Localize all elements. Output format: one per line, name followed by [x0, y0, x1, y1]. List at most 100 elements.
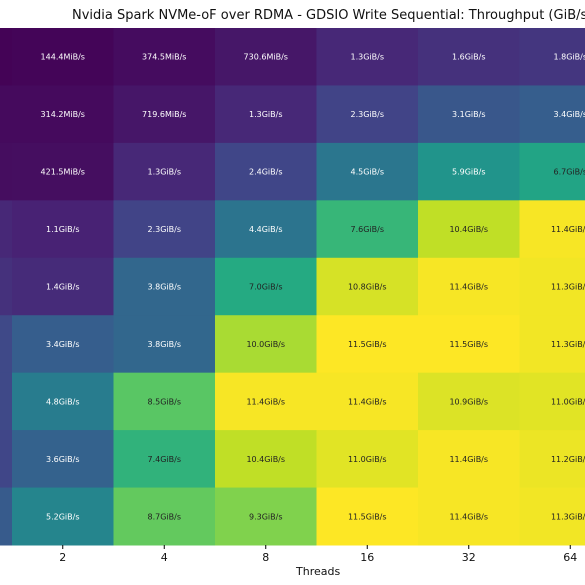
heatmap-cell [519, 28, 585, 86]
cell-value-label: 1.8GiB/s [554, 53, 585, 62]
cell-value-label: 1.4GiB/s [46, 283, 80, 292]
heatmap-cell [12, 28, 114, 86]
heatmap-cell [113, 200, 216, 259]
heatmap-cell-partial [0, 257, 13, 316]
cell-value-label: 11.4GiB/s [348, 397, 387, 406]
cell-value-label: 421.5MiB/s [41, 168, 85, 177]
cell-value-label: 11.0GiB/s [551, 397, 585, 406]
cell-value-label: 3.4GiB/s [554, 110, 585, 119]
cell-value-label: 11.5GiB/s [449, 340, 488, 349]
heatmap-cell-partial [0, 200, 13, 259]
cell-value-label: 11.5GiB/s [348, 512, 387, 521]
heatmap-cell [215, 85, 317, 144]
x-axis-label: Threads [296, 565, 341, 578]
heatmap-cell-partial [0, 487, 13, 546]
cell-value-label: 1.6GiB/s [452, 53, 486, 62]
heatmap-cell [215, 372, 317, 431]
heatmap-cell [418, 315, 520, 374]
heatmap-cell [316, 315, 419, 374]
cell-value-label: 3.8GiB/s [148, 283, 182, 292]
cell-value-label: 2.3GiB/s [351, 110, 385, 119]
heatmap-cell [113, 85, 216, 144]
heatmap-cell [12, 430, 114, 489]
heatmap-cell [113, 487, 216, 546]
heatmap-cell [519, 430, 585, 489]
cell-value-label: 10.4GiB/s [449, 225, 488, 234]
cell-value-label: 2.3GiB/s [148, 225, 182, 234]
cell-value-label: 10.8GiB/s [348, 283, 387, 292]
heatmap-cell [12, 257, 114, 316]
heatmap-cell [113, 315, 216, 374]
heatmap-cell [316, 142, 419, 201]
heatmap-cell [418, 257, 520, 316]
heatmap-cell [519, 315, 585, 374]
heatmap-cell [12, 142, 114, 201]
cell-value-label: 4.5GiB/s [351, 168, 385, 177]
heatmap-cell [519, 372, 585, 431]
heatmap-cell [215, 430, 317, 489]
heatmap-cell [12, 372, 114, 431]
heatmap-cell [113, 142, 216, 201]
cell-value-label: 3.4GiB/s [46, 340, 80, 349]
cell-value-label: 314.2MiB/s [41, 110, 85, 119]
cell-value-label: 8.5GiB/s [148, 397, 182, 406]
cell-value-label: 4.8GiB/s [46, 397, 80, 406]
heatmap-cell [316, 257, 419, 316]
heatmap-cell [215, 487, 317, 546]
cell-value-label: 719.6MiB/s [142, 110, 186, 119]
heatmap-cell [519, 85, 585, 144]
cell-value-label: 11.4GiB/s [449, 455, 488, 464]
heatmap-cell [215, 257, 317, 316]
heatmap-cell [12, 200, 114, 259]
cell-value-label: 1.3GiB/s [351, 53, 385, 62]
heatmap-cell [215, 142, 317, 201]
x-tick-label: 16 [360, 551, 374, 564]
heatmap-cell [316, 430, 419, 489]
chart-title: Nvidia Spark NVMe-oF over RDMA - GDSIO W… [72, 8, 585, 23]
heatmap-cell [316, 200, 419, 259]
heatmap-cell [316, 28, 419, 86]
cell-value-label: 9.3GiB/s [249, 512, 283, 521]
heatmap-cell-partial [0, 372, 13, 431]
cell-value-label: 11.0GiB/s [348, 455, 387, 464]
heatmap-cell [12, 85, 114, 144]
x-tick-label: 64 [563, 551, 577, 564]
x-tick-label: 8 [262, 551, 269, 564]
heatmap-cell [316, 487, 419, 546]
heatmap-cell-partial [0, 315, 13, 374]
x-tick-label: 32 [462, 551, 476, 564]
heatmap-cell-partial [0, 142, 13, 201]
heatmap-cell-partial [0, 28, 13, 86]
x-tick-label: 4 [161, 551, 168, 564]
cell-value-label: 11.5GiB/s [348, 340, 387, 349]
cell-value-label: 10.0GiB/s [246, 340, 285, 349]
heatmap-cell [418, 487, 520, 546]
cell-value-label: 6.7GiB/s [554, 168, 585, 177]
cell-value-label: 1.3GiB/s [148, 168, 182, 177]
cell-value-label: 7.0GiB/s [249, 283, 283, 292]
cell-value-label: 3.8GiB/s [148, 340, 182, 349]
heatmap-cell [215, 28, 317, 86]
cell-value-label: 11.4GiB/s [449, 512, 488, 521]
heatmap-cell [12, 315, 114, 374]
cell-value-label: 10.4GiB/s [246, 455, 285, 464]
cell-value-label: 10.9GiB/s [449, 397, 488, 406]
heatmap-cell [113, 257, 216, 316]
heatmap-cell [215, 315, 317, 374]
heatmap-cell-partial [0, 430, 13, 489]
heatmap-cell [418, 372, 520, 431]
heatmap-cell-partial [0, 85, 13, 144]
heatmap-cell [418, 142, 520, 201]
cell-value-label: 3.1GiB/s [452, 110, 486, 119]
cell-value-label: 7.4GiB/s [148, 455, 182, 464]
cell-value-label: 730.6MiB/s [244, 53, 288, 62]
cell-value-label: 11.4GiB/s [551, 225, 585, 234]
heatmap-cell [418, 200, 520, 259]
heatmap-cell [519, 142, 585, 201]
heatmap-cell [113, 430, 216, 489]
heatmap-cell [113, 28, 216, 86]
heatmap-cell [519, 487, 585, 546]
heatmap-cell [316, 85, 419, 144]
cell-value-label: 1.3GiB/s [249, 110, 283, 119]
